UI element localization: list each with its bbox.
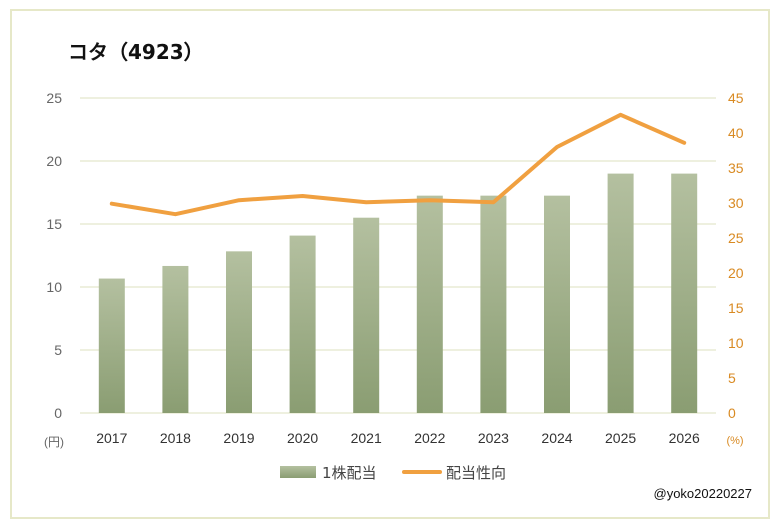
y-right-tick-label: 10 (728, 335, 744, 351)
bar (289, 235, 316, 413)
y-right-tick-label: 30 (728, 195, 744, 211)
y-right-tick-label: 5 (728, 370, 736, 386)
bar-series (98, 173, 698, 413)
line-series (109, 112, 687, 217)
y-right-unit: (%) (726, 435, 743, 447)
y-left-tick-label: 20 (46, 153, 62, 169)
y-left-tick-label: 10 (46, 279, 62, 295)
x-tick-label: 2019 (223, 430, 254, 446)
chart-title: コタ（4923） (68, 40, 204, 64)
bar (162, 265, 189, 413)
y-right-tick-label: 45 (728, 90, 744, 106)
y-axis-left: 0 5 10 15 20 25 (円) (44, 90, 64, 449)
y-right-tick-label: 40 (728, 125, 744, 141)
bar (671, 173, 698, 413)
legend-label-bar: 1株配当 (322, 464, 377, 482)
line-point (365, 201, 367, 203)
line-point (111, 203, 113, 205)
legend-swatch-bar (280, 466, 316, 478)
credit-text: @yoko20220227 (653, 486, 753, 501)
x-tick-label: 2021 (351, 430, 382, 446)
y-right-tick-label: 25 (728, 230, 744, 246)
line-path (109, 112, 687, 217)
bar (480, 195, 507, 413)
line-point (238, 199, 240, 201)
line-point (556, 146, 558, 148)
y-right-tick-label: 20 (728, 265, 744, 281)
line-point (429, 199, 431, 201)
legend: 1株配当 配当性向 (280, 464, 506, 482)
y-left-tick-label: 0 (54, 405, 62, 421)
bar (416, 195, 443, 413)
bar (226, 251, 252, 413)
y-left-tick-label: 5 (54, 342, 62, 358)
y-left-tick-label: 15 (46, 216, 62, 232)
x-axis: 2017 2018 2019 2020 2021 2022 2023 2024 2025 2026 (96, 430, 700, 446)
x-tick-label: 2018 (160, 430, 191, 446)
bar (544, 195, 570, 413)
x-tick-label: 2025 (605, 430, 636, 446)
y-left-tick-label: 25 (46, 90, 62, 106)
y-left-unit: (円) (44, 435, 64, 449)
line-point (683, 142, 685, 144)
legend-label-line: 配当性向 (446, 464, 506, 482)
y-right-tick-label: 15 (728, 300, 744, 316)
x-tick-label: 2024 (541, 430, 572, 446)
line-point (620, 114, 622, 116)
y-right-tick-label: 0 (728, 405, 736, 421)
x-tick-label: 2023 (478, 430, 509, 446)
chart-frame (10, 9, 770, 519)
line-point (302, 195, 304, 197)
bar (98, 278, 125, 413)
bar (353, 217, 380, 413)
bar (607, 173, 634, 413)
line-point (492, 201, 494, 203)
y-axis-right: 0 5 10 15 20 25 30 35 40 45 (%) (726, 90, 743, 447)
x-tick-label: 2022 (414, 430, 445, 446)
y-right-tick-label: 35 (728, 160, 744, 176)
x-tick-label: 2026 (669, 430, 700, 446)
x-tick-label: 2020 (287, 430, 318, 446)
x-tick-label: 2017 (96, 430, 127, 446)
line-point (174, 213, 176, 215)
